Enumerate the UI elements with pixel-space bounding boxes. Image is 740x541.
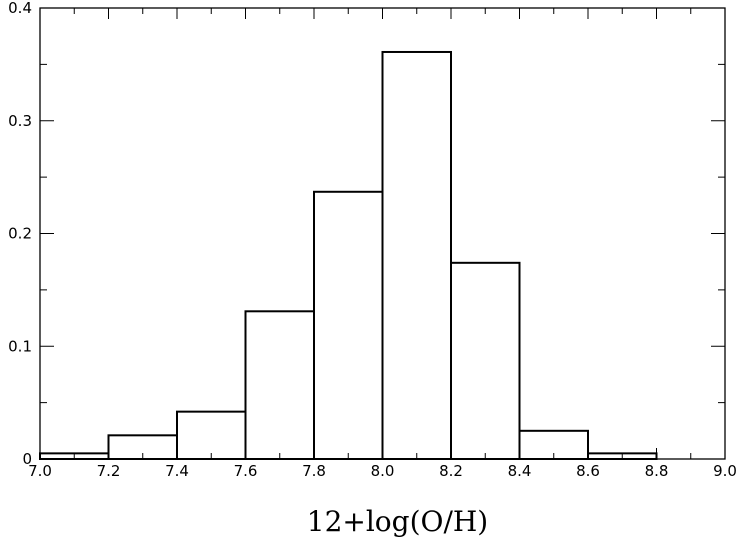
- bars-layer: [39, 50, 658, 461]
- x-tick-label: 7.0: [28, 462, 52, 480]
- x-tick-label: 7.8: [302, 462, 326, 480]
- x-tick-label: 7.6: [234, 462, 258, 480]
- y-tick-label: 0.3: [8, 112, 32, 130]
- x-tick-label: 9.0: [713, 462, 737, 480]
- histogram-bar: [244, 310, 315, 460]
- x-tick-label: 7.2: [97, 462, 121, 480]
- x-tick-label: 8.6: [576, 462, 600, 480]
- tick-labels-layer: 7.0 7.2 7.4 7.6 7.8 8.0 8.2 8.4 8.6 8.8 9.0 0 0.1 0.2…: [8, 0, 737, 480]
- y-tick-label: 0.4: [8, 0, 32, 17]
- y-tick-label: 0.2: [8, 225, 32, 243]
- x-tick-label: 8.4: [508, 462, 532, 480]
- histogram-bar: [450, 261, 521, 460]
- histogram-bar: [313, 190, 384, 460]
- x-tick-label: 8.2: [439, 462, 463, 480]
- y-tick-label: 0.1: [8, 337, 32, 355]
- x-tick-label: 8.0: [371, 462, 395, 480]
- x-tick-label: 7.4: [165, 462, 189, 480]
- x-axis-title: 12+log(O/H): [307, 505, 488, 538]
- x-tick-label: 8.8: [645, 462, 669, 480]
- histogram-bar: [381, 50, 452, 460]
- y-tick-label: 0: [22, 450, 32, 468]
- plot-frame: [39, 7, 726, 460]
- histogram-bar: [176, 410, 247, 460]
